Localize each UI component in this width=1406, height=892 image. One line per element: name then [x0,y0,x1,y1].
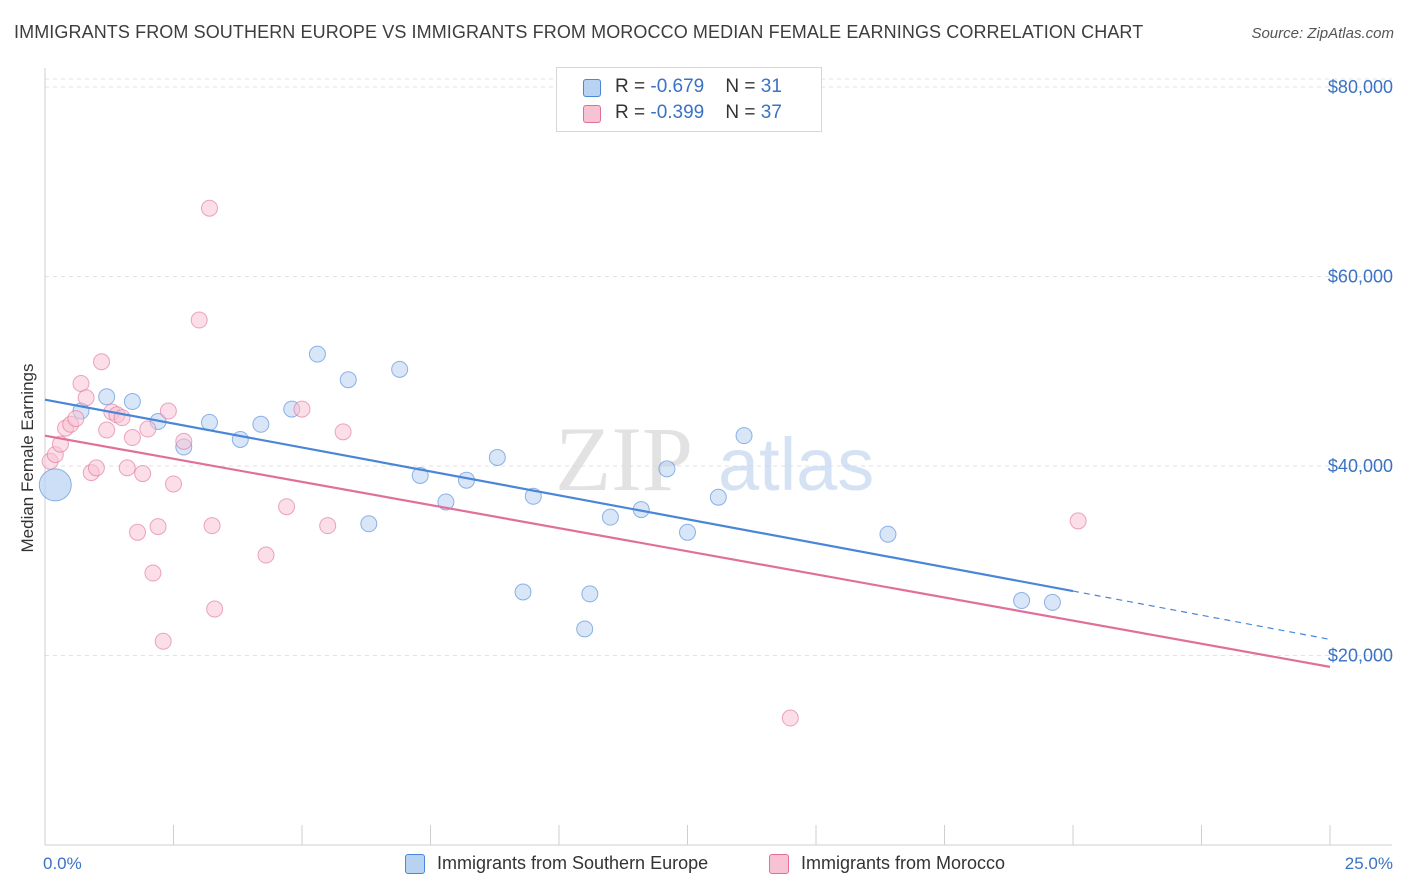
morocco-point [123,429,141,447]
southern-europe-point [735,427,753,445]
legend-n-value: 31 [760,76,782,97]
morocco-point [206,600,224,618]
southern-europe-point [200,413,218,431]
morocco-point [278,498,296,516]
correlation-legend: R = -0.679 N = 31 R = -0.399 N = 37 [556,67,822,132]
morocco-point [165,475,182,493]
morocco-point [781,709,799,727]
southern-europe-point [879,525,897,543]
morocco-point [118,459,136,477]
southern-europe-point [576,620,594,638]
southern-europe-point [360,515,378,533]
southern-europe-trend-line [44,398,1074,593]
southern-europe-point [123,393,141,411]
southern-europe-point [231,430,249,448]
x-tick-label-min: 0.0% [43,854,82,873]
morocco-point [154,632,172,650]
morocco-point [1069,512,1087,530]
morocco-point [200,199,218,217]
x-tick-labels: 0.0% 25.0% [43,854,1393,873]
chart-title: IMMIGRANTS FROM SOUTHERN EUROPE VS IMMIG… [14,22,1144,42]
series-label-southern-europe: Immigrants from Southern Europe [437,853,709,873]
y-tick-label: $80,000 [1328,77,1393,97]
legend-n-label: N = [725,76,761,97]
morocco-point [144,564,162,582]
morocco-point [98,421,116,439]
morocco-point [149,518,167,536]
southern-europe-point [1043,593,1061,611]
morocco-point [319,517,337,535]
trend-lines [44,398,1331,668]
morocco-point [334,423,352,441]
y-tick-label: $60,000 [1328,266,1393,286]
series-swatch-morocco [769,854,789,874]
source-credit: Source: ZipAtlas.com [1251,25,1394,42]
legend-r-label: R = [615,76,651,97]
southern-europe-trend-extension [1072,590,1331,640]
legend-swatch-morocco [583,105,601,123]
morocco-point [87,459,105,477]
southern-europe-point [658,460,676,478]
legend-swatch-southern-europe [583,79,601,97]
y-tick-label: $40,000 [1328,456,1393,476]
morocco-point [93,353,111,371]
data-points [38,199,1087,727]
x-tick-label-max: 25.0% [1345,854,1393,873]
southern-europe-point [601,508,619,526]
series-swatch-southern-europe [405,854,425,874]
morocco-point [203,517,221,535]
morocco-trend-line [44,434,1331,668]
southern-europe-point [679,523,696,541]
southern-europe-point [581,585,599,603]
watermark-zip: ZIP [555,408,693,510]
morocco-point [139,420,157,438]
morocco-point [257,546,275,564]
morocco-point [77,389,95,407]
legend-n-value: 37 [760,102,782,123]
southern-europe-point [488,448,506,466]
southern-europe-point [339,371,357,389]
morocco-point [293,400,311,418]
grid-lines [45,78,1392,656]
southern-europe-point [514,583,532,601]
morocco-point [67,410,85,428]
southern-europe-point [1013,592,1031,610]
morocco-point [129,523,147,541]
southern-europe-point [38,468,72,502]
southern-europe-point [391,360,409,378]
legend-r-value: -0.679 [650,76,705,97]
series-label-morocco: Immigrants from Morocco [801,853,1006,873]
legend-n-label: N = [725,102,761,123]
morocco-point [190,311,208,329]
morocco-point [134,465,152,483]
southern-europe-point [252,415,270,433]
morocco-point [72,375,90,393]
southern-europe-point [411,466,429,484]
southern-europe-point [98,388,116,406]
morocco-point [175,432,193,450]
southern-europe-point [308,345,326,363]
morocco-point [159,402,177,420]
legend-r-value: -0.399 [650,102,705,123]
y-tick-label: $20,000 [1328,645,1393,665]
y-tick-labels: $20,000 $40,000 $60,000 $80,000 [1328,77,1393,666]
legend-r-label: R = [615,102,651,123]
southern-europe-point [709,488,727,506]
